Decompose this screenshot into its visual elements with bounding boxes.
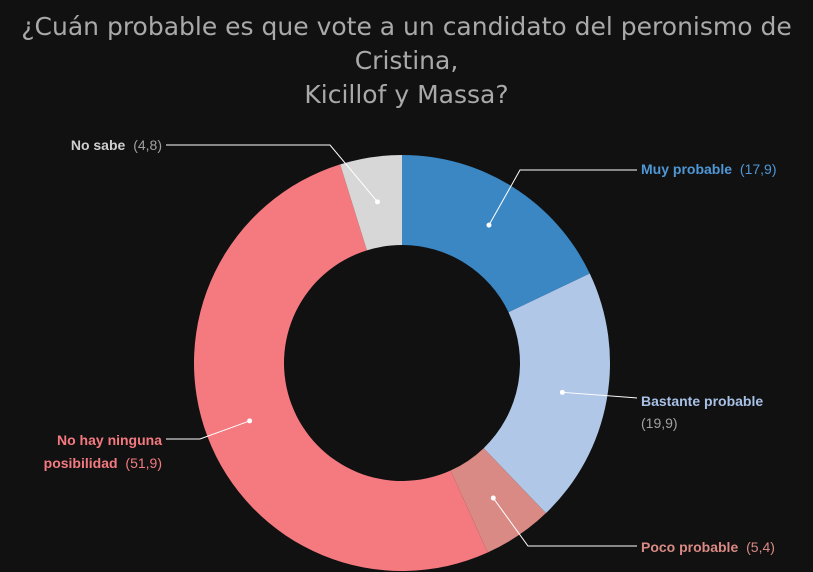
label-leader-lines (166, 144, 638, 547)
label-muy-probable-name: Muy probable (641, 161, 732, 177)
label-bastante-probable-value: (19,9) (641, 415, 678, 431)
chart-title: ¿Cuán probable es que vote a un candidat… (0, 10, 813, 112)
slice-ninguna (194, 164, 488, 571)
label-poco-probable: Poco probable (5,4) (641, 539, 775, 555)
leader-line-ninguna (166, 420, 250, 440)
slice-nosabe (340, 155, 402, 251)
leader-line-muy (488, 169, 637, 226)
slice-bastante (483, 273, 610, 514)
label-poco-probable-name: Poco probable (641, 539, 738, 555)
label-ninguna-value: (51,9) (125, 455, 162, 471)
leader-line-nosabe (166, 144, 378, 203)
slice-poco (450, 448, 546, 553)
label-ninguna-name-line-2: posibilidad (44, 455, 118, 471)
label-no-sabe: No sabe (4,8) (71, 137, 162, 153)
donut-slices (194, 155, 610, 571)
label-muy-probable: Muy probable (17,9) (641, 161, 776, 177)
chart-title-line-2: Kicillof y Massa? (304, 80, 509, 109)
label-poco-probable-value: (5,4) (746, 539, 775, 555)
label-bastante-probable: Bastante probable (641, 393, 763, 409)
label-bastante-probable-name: Bastante probable (641, 393, 763, 409)
label-muy-probable-value: (17,9) (740, 161, 777, 177)
slice-muy (402, 155, 590, 313)
label-ninguna: posibilidad (51,9) (44, 455, 162, 471)
leader-line-poco (492, 497, 637, 547)
label-no-sabe-value: (4,8) (133, 137, 162, 153)
chart-title-line-1: ¿Cuán probable es que vote a un candidat… (21, 12, 792, 75)
label-no-sabe-name: No sabe (71, 137, 126, 153)
label-ninguna-name-line-1: No hay ninguna (57, 432, 162, 448)
leader-line-bastante (562, 391, 638, 399)
